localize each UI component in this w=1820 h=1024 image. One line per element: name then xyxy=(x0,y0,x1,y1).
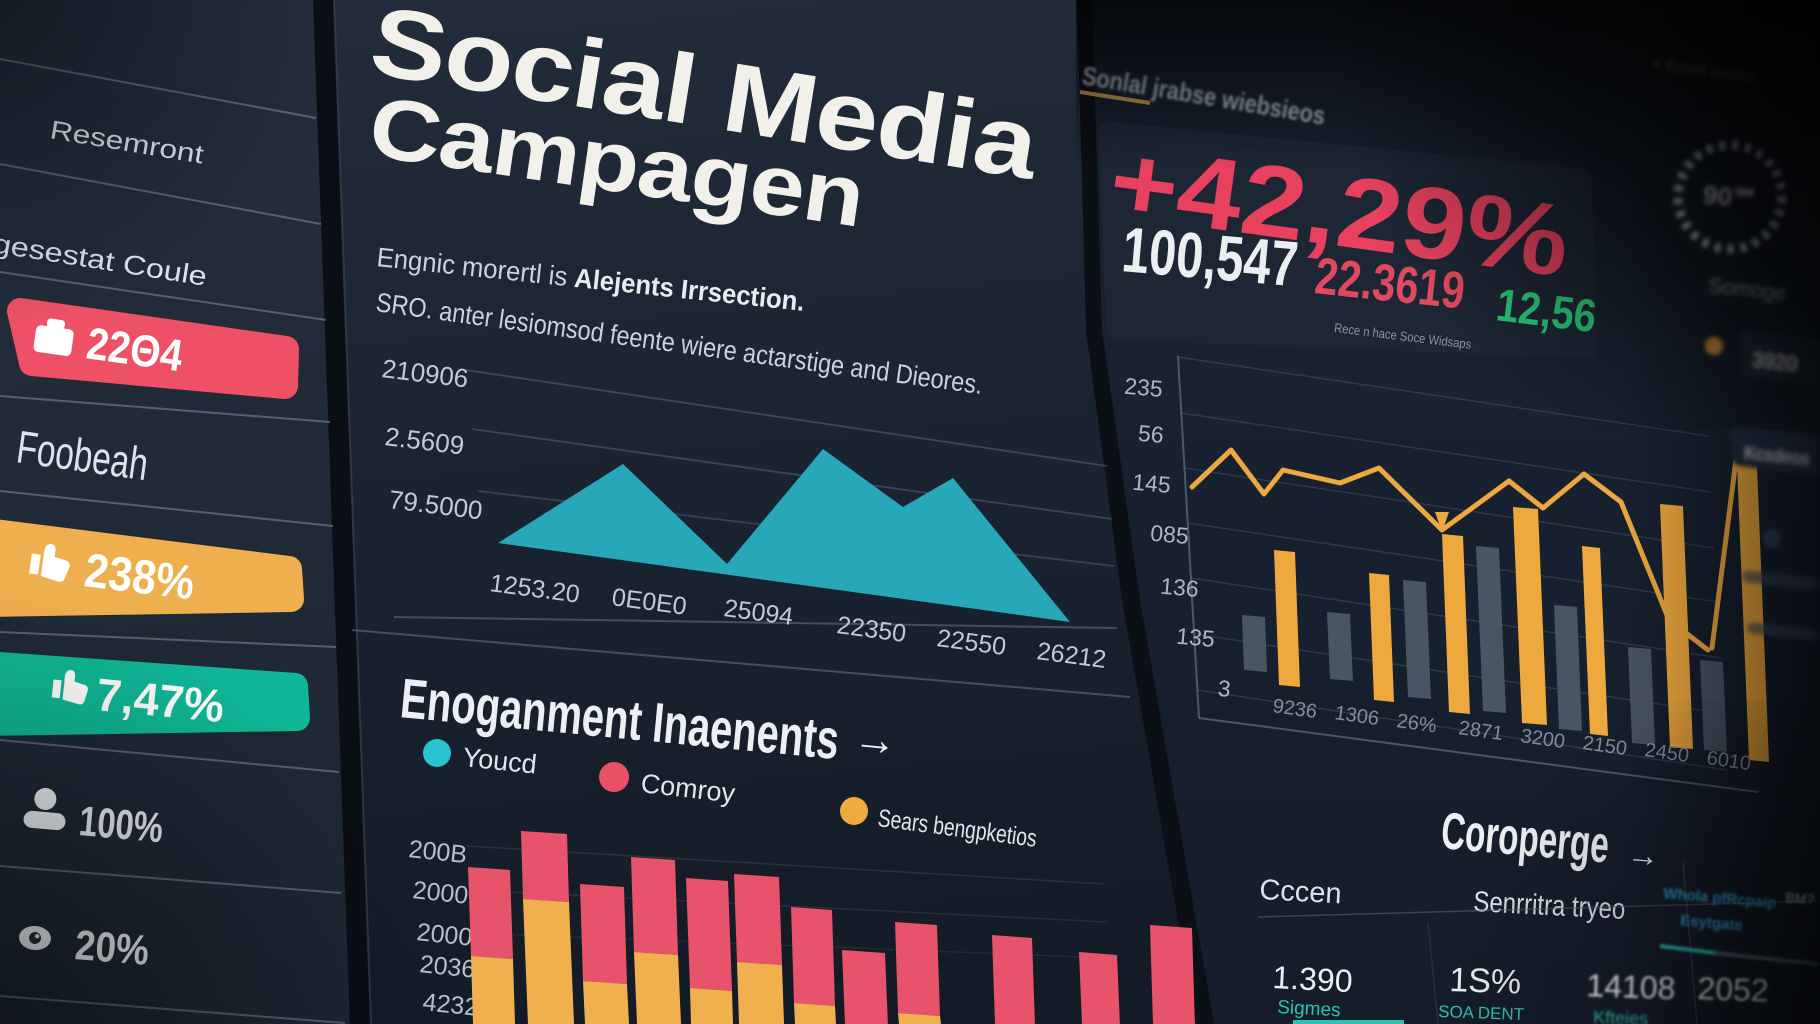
svg-text:135: 135 xyxy=(1175,623,1215,652)
svg-text:100,547: 100,547 xyxy=(1119,213,1301,300)
svg-text:Sigmes: Sigmes xyxy=(1277,997,1341,1021)
svg-text:1.390: 1.390 xyxy=(1272,959,1354,999)
svg-text:136: 136 xyxy=(1159,573,1199,602)
svg-text:235: 235 xyxy=(1123,373,1163,402)
svg-text:56: 56 xyxy=(1137,420,1165,448)
svg-text:145: 145 xyxy=(1131,469,1171,498)
svg-text:3: 3 xyxy=(1217,675,1232,702)
svg-text:Cccen: Cccen xyxy=(1259,874,1343,910)
svg-text:085: 085 xyxy=(1149,520,1189,549)
svg-text:→: → xyxy=(851,713,899,766)
